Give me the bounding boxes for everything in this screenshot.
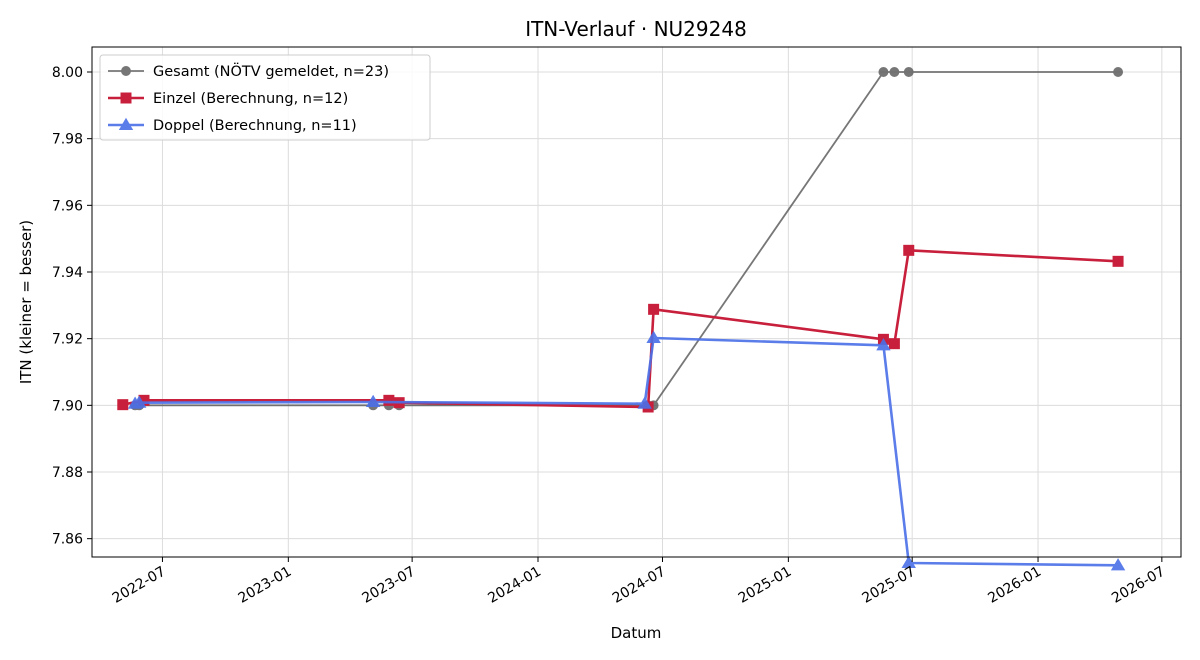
x-axis-title: Datum bbox=[611, 624, 662, 642]
y-tick-label: 7.92 bbox=[52, 332, 83, 348]
y-tick-label: 7.86 bbox=[52, 532, 83, 548]
data-point bbox=[903, 244, 915, 256]
legend-box bbox=[99, 54, 431, 141]
y-tick-label: 7.90 bbox=[52, 398, 83, 414]
legend-marker bbox=[120, 92, 132, 104]
legend: Gesamt (NÖTV gemeldet, n=23) Einzel (Bere… bbox=[99, 54, 431, 141]
data-point bbox=[646, 330, 661, 344]
y-tick-label: 7.98 bbox=[52, 132, 83, 148]
data-point bbox=[878, 67, 889, 77]
y-axis-title: ITN (kleiner = besser) bbox=[17, 220, 35, 384]
data-point bbox=[901, 555, 916, 569]
data-point bbox=[876, 338, 891, 351]
legend-item-1 bbox=[108, 66, 144, 76]
series-line bbox=[134, 336, 1119, 567]
data-point bbox=[1112, 255, 1124, 267]
y-tick-label: 7.88 bbox=[52, 465, 83, 481]
data-point bbox=[1110, 558, 1126, 571]
legend-item-2 bbox=[108, 92, 144, 104]
data-point bbox=[648, 303, 660, 315]
data-point bbox=[365, 394, 381, 408]
series-layer bbox=[117, 67, 1126, 571]
y-tick-label: 7.94 bbox=[52, 265, 83, 281]
data-point bbox=[117, 399, 129, 411]
legend-marker bbox=[121, 66, 131, 76]
plot-frame bbox=[91, 46, 1182, 558]
data-point bbox=[889, 67, 900, 77]
y-tick-label: 8.00 bbox=[52, 65, 83, 81]
legend-item-3 bbox=[108, 117, 144, 131]
y-tick-label: 7.96 bbox=[52, 198, 83, 214]
legend-label: Einzel (Berechnung, n=12) bbox=[153, 91, 348, 107]
chart-title: ITN-Verlauf · NU29248 bbox=[525, 17, 747, 41]
data-point bbox=[138, 394, 150, 406]
data-point bbox=[637, 396, 652, 409]
data-point bbox=[383, 394, 395, 406]
data-point bbox=[1113, 67, 1124, 77]
legend-marker bbox=[118, 117, 134, 131]
data-point bbox=[131, 395, 147, 408]
legend-label: Gesamt (NÖTV gemeldet, n=23) bbox=[153, 62, 389, 80]
series-3 bbox=[127, 330, 1126, 571]
legend-label: Doppel (Berechnung, n=11) bbox=[153, 118, 357, 134]
data-point bbox=[888, 338, 900, 350]
data-point bbox=[903, 67, 914, 77]
